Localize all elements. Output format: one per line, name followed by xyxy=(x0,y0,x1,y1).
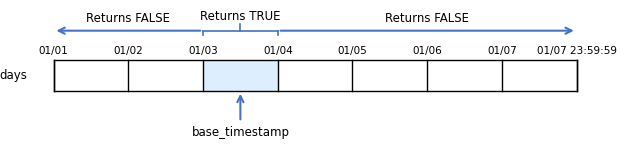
Bar xyxy=(203,61,278,91)
Text: 01/02: 01/02 xyxy=(114,46,143,56)
Text: Returns FALSE: Returns FALSE xyxy=(385,12,469,25)
Text: 01/05: 01/05 xyxy=(338,46,368,56)
Text: 01/01: 01/01 xyxy=(39,46,69,56)
Text: days: days xyxy=(0,69,27,82)
Text: 01/04: 01/04 xyxy=(263,46,293,56)
Text: Returns FALSE: Returns FALSE xyxy=(86,12,170,25)
Text: 01/06: 01/06 xyxy=(412,46,442,56)
Text: Returns TRUE: Returns TRUE xyxy=(200,10,281,23)
Text: 01/07: 01/07 xyxy=(487,46,517,56)
Text: 01/03: 01/03 xyxy=(188,46,218,56)
Text: base_timestamp: base_timestamp xyxy=(192,126,290,139)
Text: 01/07 23:59:59: 01/07 23:59:59 xyxy=(537,46,617,56)
